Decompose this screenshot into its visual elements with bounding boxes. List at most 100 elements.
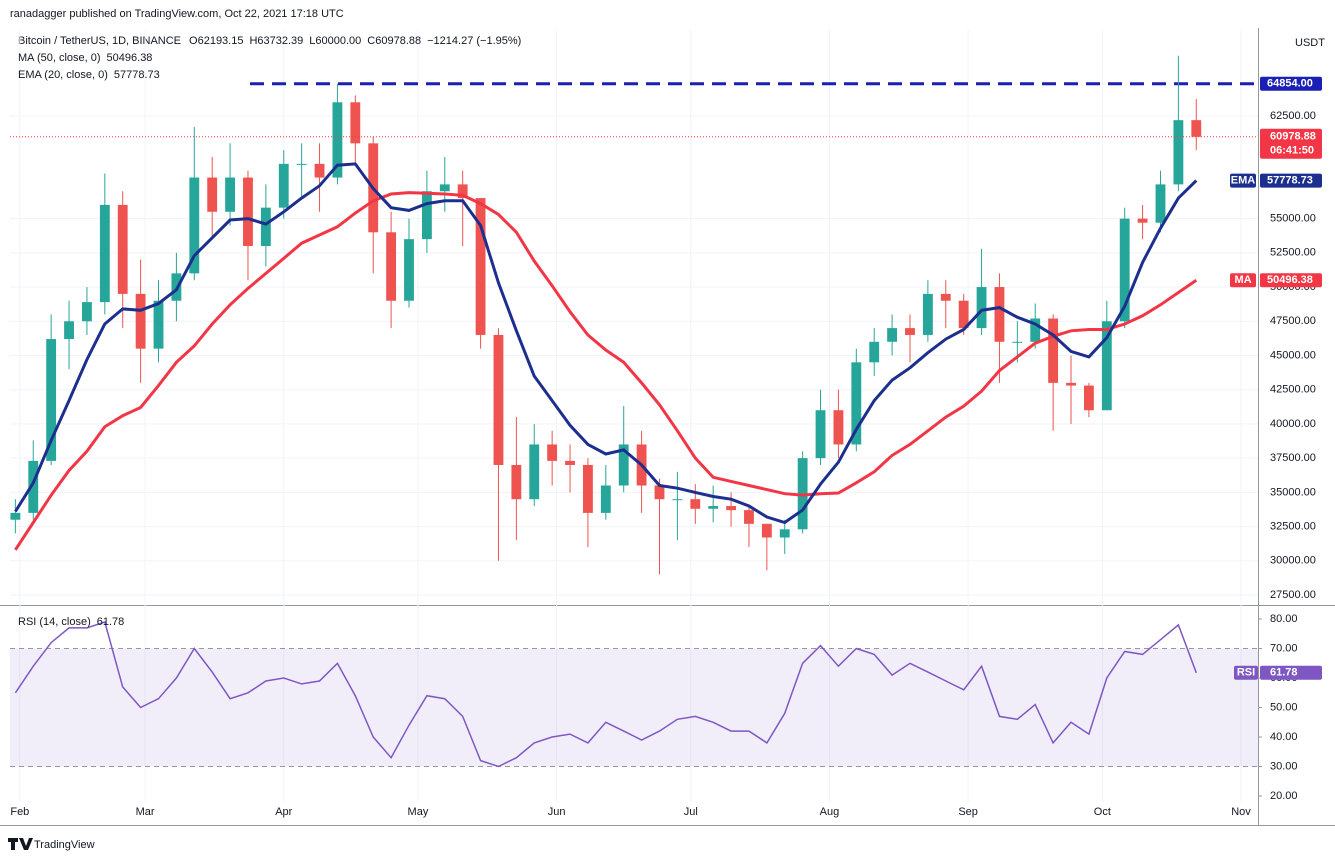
- candle-body: [690, 499, 701, 509]
- candle-body: [976, 287, 987, 329]
- candle-body: [296, 163, 307, 165]
- y-tick-label: 35000.00: [1270, 486, 1316, 498]
- candle: [583, 458, 593, 548]
- rsi-tick-label: 70.00: [1270, 642, 1298, 654]
- candle: [439, 157, 450, 212]
- rsi-name: RSI (14, close): [18, 616, 91, 628]
- overlay-value: 50496.38: [107, 52, 153, 64]
- candle: [278, 150, 289, 219]
- overlay-name: MA (50, close, 0): [18, 52, 101, 64]
- overlay-axis-label-bg: [1260, 173, 1322, 188]
- candle-body: [994, 287, 1005, 342]
- candle: [207, 157, 218, 240]
- y-tick-label: 37500.00: [1270, 452, 1316, 464]
- candle-body: [439, 184, 450, 192]
- rsi-value: 61.78: [97, 616, 125, 628]
- candle: [761, 523, 772, 571]
- last-price-label: 60978.88: [1270, 131, 1316, 143]
- candle-body: [243, 177, 253, 246]
- currency: USDT: [1295, 37, 1325, 49]
- rsi-tick-label: 30.00: [1270, 760, 1298, 772]
- candle-body: [350, 102, 361, 144]
- candle-body: [1119, 218, 1130, 322]
- candle-body: [332, 102, 343, 178]
- candle: [922, 280, 933, 342]
- candle-body: [1066, 382, 1076, 386]
- candle: [225, 143, 235, 226]
- candle: [1030, 303, 1041, 349]
- candle: [511, 417, 522, 541]
- candle: [905, 314, 915, 363]
- candle: [744, 506, 754, 548]
- candle: [457, 170, 468, 246]
- candle: [1083, 382, 1094, 418]
- x-tick-label: Apr: [275, 806, 292, 818]
- candle-body: [511, 464, 522, 500]
- candle: [833, 389, 844, 459]
- candle: [600, 464, 611, 520]
- candle-body: [225, 177, 235, 212]
- rsi-band: [10, 648, 1258, 767]
- candle-body: [940, 293, 951, 301]
- candle-body: [278, 163, 289, 208]
- overlay-line: [14, 162, 1198, 525]
- candle-body: [314, 163, 325, 178]
- candle: [1191, 99, 1202, 151]
- candle-body: [153, 300, 164, 349]
- x-tick-label: Sep: [958, 806, 978, 818]
- candle-body: [922, 293, 933, 335]
- candle-body: [958, 300, 969, 329]
- rsi-axis-label: 61.78: [1270, 667, 1298, 679]
- candle: [708, 485, 719, 523]
- overlay-tag: EMA: [1231, 174, 1256, 186]
- candle-body: [744, 510, 754, 524]
- candle: [1155, 170, 1166, 233]
- overlay-line: [14, 191, 1198, 551]
- candle: [976, 248, 987, 335]
- candle-body: [1101, 321, 1112, 411]
- overlay-name: EMA (20, close, 0): [18, 69, 108, 81]
- x-tick-label: Mar: [136, 806, 155, 818]
- candle: [869, 328, 880, 377]
- candle-body: [1048, 318, 1059, 383]
- candle-body: [1083, 385, 1094, 411]
- candle: [243, 170, 253, 281]
- candle: [1137, 204, 1148, 240]
- candle-body: [672, 499, 683, 501]
- candle-body: [779, 529, 790, 538]
- candle: [64, 300, 74, 370]
- overlay-axis-label: 50496.38: [1267, 274, 1313, 286]
- candle: [797, 451, 808, 534]
- ohlc-value: O62193.15: [189, 35, 243, 47]
- x-tick-label: May: [408, 806, 429, 818]
- ohlc-value: −1214.27 (−1.95%): [427, 35, 521, 47]
- candle-body: [404, 239, 414, 301]
- ohlc-value: C60978.88: [367, 35, 421, 47]
- candle-body: [99, 204, 110, 303]
- candle: [99, 173, 110, 315]
- candle-body: [654, 485, 665, 500]
- rsi-tick-label: 20.00: [1270, 790, 1298, 802]
- y-tick-label: 45000.00: [1270, 349, 1316, 361]
- candle-body: [386, 232, 397, 301]
- x-tick-label: Jul: [684, 806, 698, 818]
- candle-body: [565, 460, 575, 465]
- candle: [153, 280, 164, 363]
- candle: [994, 273, 1005, 383]
- last-price-bg: [1260, 128, 1322, 159]
- brand: TradingView: [8, 838, 95, 851]
- overlay-tag-bg: [1230, 273, 1256, 288]
- candle: [421, 170, 432, 253]
- candle-body: [1137, 218, 1148, 223]
- candle: [296, 143, 307, 199]
- candle: [547, 430, 558, 486]
- x-tick-label: Jun: [548, 806, 566, 818]
- x-tick-label: Feb: [10, 806, 29, 818]
- candle-body: [529, 444, 540, 500]
- candle: [1173, 55, 1184, 192]
- candle: [672, 471, 683, 541]
- candle-body: [1191, 120, 1202, 137]
- x-tick-label: Aug: [820, 806, 840, 818]
